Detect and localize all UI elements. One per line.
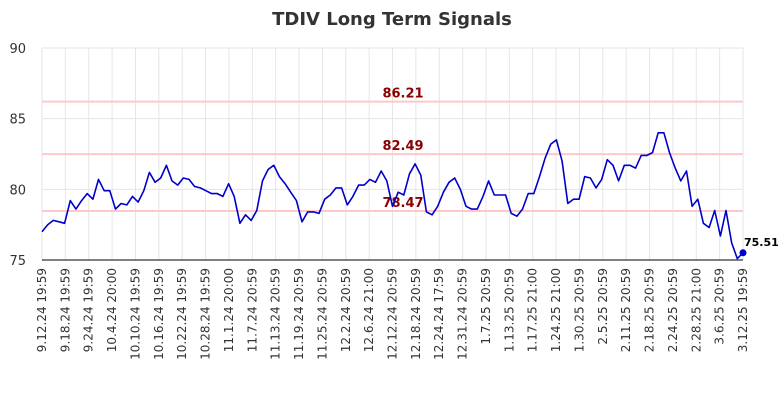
x-tick-label: 10.16.24 19:59 — [152, 268, 166, 360]
reference-line-label: 82.49 — [382, 139, 423, 154]
x-tick-label: 12.24.24 17:59 — [432, 268, 446, 360]
x-tick-label: 1.30.25 20:59 — [572, 268, 586, 352]
y-tick-label: 80 — [9, 183, 26, 198]
series-line — [41, 132, 744, 260]
last-point-group: 75.51 — [739, 236, 779, 257]
x-tick-label: 1.17.25 21:00 — [526, 268, 540, 352]
x-tick-label: 9.24.24 19:59 — [82, 268, 96, 352]
x-tick-label: 2.5.25 20:59 — [596, 268, 610, 345]
x-tick-label: 3.6.25 20:59 — [713, 268, 727, 345]
reference-line-label: 78.47 — [382, 196, 423, 211]
y-tick-labels: 75 80 85 90 — [9, 42, 26, 269]
last-value-label: 75.51 — [744, 236, 779, 249]
x-tick-label: 1.24.25 21:00 — [549, 268, 563, 352]
x-tick-label: 10.28.24 19:59 — [199, 268, 213, 360]
x-tick-label: 2.24.25 20:59 — [666, 268, 680, 352]
y-tick-label: 90 — [9, 42, 26, 57]
x-tick-label: 10.4.24 20:00 — [105, 268, 119, 352]
y-tick-label: 85 — [9, 113, 26, 128]
x-tick-label: 11.19.24 20:59 — [292, 268, 306, 360]
x-tick-label: 1.7.25 20:59 — [479, 268, 493, 345]
series-group — [41, 132, 744, 260]
x-tick-label: 2.28.25 21:00 — [689, 268, 703, 352]
last-point-marker — [739, 249, 747, 257]
x-tick-label: 3.12.25 19:59 — [736, 268, 750, 352]
x-tick-label: 12.12.24 20:59 — [386, 268, 400, 360]
x-tick-label: 12.2.24 20:59 — [339, 268, 353, 352]
x-tick-labels: 9.12.24 19:59 9.18.24 19:59 9.24.24 19:59 1… — [35, 268, 750, 360]
x-tick-label: 11.7.24 20:59 — [245, 268, 259, 352]
x-tick-label: 11.25.24 20:59 — [315, 268, 329, 360]
x-tick-label: 10.10.24 19:59 — [128, 268, 142, 360]
x-tick-label: 11.13.24 20:59 — [269, 268, 283, 360]
x-tick-label: 2.18.25 20:59 — [643, 268, 657, 352]
x-tick-label: 1.13.25 20:59 — [502, 268, 516, 352]
x-tick-label: 12.6.24 21:00 — [362, 268, 376, 352]
x-tick-label: 11.1.24 20:00 — [222, 268, 236, 352]
x-tick-label: 2.11.25 20:59 — [619, 268, 633, 352]
reference-lines: 86.21 82.49 78.47 — [42, 87, 743, 212]
chart-title: TDIV Long Term Signals — [272, 9, 512, 30]
x-tick-label: 9.12.24 19:59 — [35, 268, 49, 352]
x-tick-label: 9.18.24 19:59 — [58, 268, 72, 352]
y-tick-label: 75 — [9, 254, 26, 269]
reference-line-label: 86.21 — [382, 87, 423, 102]
x-tick-label: 12.18.24 20:59 — [409, 268, 423, 360]
x-tick-label: 12.31.24 20:59 — [456, 268, 470, 360]
x-tick-label: 10.22.24 19:59 — [175, 268, 189, 360]
